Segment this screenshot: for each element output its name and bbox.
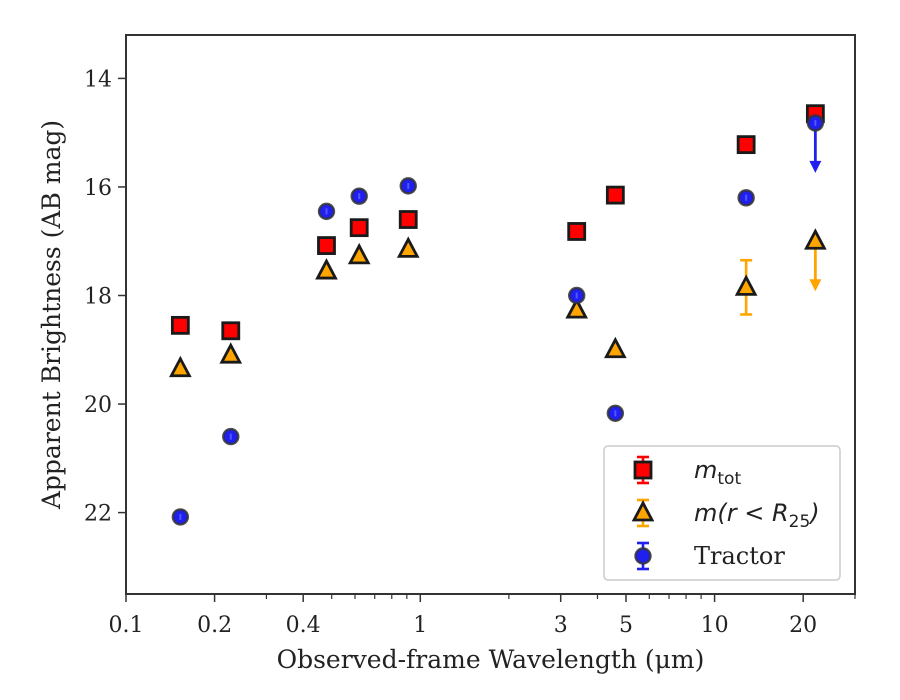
legend-entry: Tractor [634,541,785,571]
x-tick-label: 10 [701,613,729,638]
y-tick-label: 20 [84,393,112,418]
y-tick-label: 16 [84,176,112,201]
y-axis: 14 16 18 20 22 [84,67,126,527]
upper-limit-arrow-head [809,160,822,173]
x-tick-label: 0.4 [286,613,321,638]
data-marks [169,104,827,526]
legend-circle-marker [634,547,652,565]
x-tick-label: 0.1 [109,613,144,638]
x-tick-label: 3 [554,613,568,638]
series-circle [171,114,825,526]
legend-triangle-marker [631,500,655,522]
legend-entry: mtot [633,455,741,489]
x-tick-label: 0.2 [197,613,232,638]
x-tick-label: 20 [789,613,817,638]
legend-entry: m(r < R25) [631,498,820,532]
legend: mtot m(r < R25) Tractor [603,445,841,581]
legend-box [603,445,841,581]
series-square [170,104,825,341]
legend-square-marker [633,460,653,480]
x-tick-label: 1 [413,613,427,638]
upper-limit-arrow-head [809,279,822,292]
y-tick-label: 22 [84,502,112,527]
y-tick-label: 18 [84,285,112,310]
x-axis: 0.1 0.2 0.4 1 3 5 10 20 [109,594,856,638]
legend-label: mtot [694,456,741,489]
series-triangle [169,228,827,378]
legend-label: Tractor [694,542,785,570]
legend-label: m(r < R25) [694,499,820,532]
y-tick-label: 14 [84,67,112,92]
x-axis-label: Observed-frame Wavelength (μm) [277,645,705,674]
y-axis-label: Apparent Brightness (AB mag) [37,120,66,510]
x-tick-label: 5 [619,613,633,638]
